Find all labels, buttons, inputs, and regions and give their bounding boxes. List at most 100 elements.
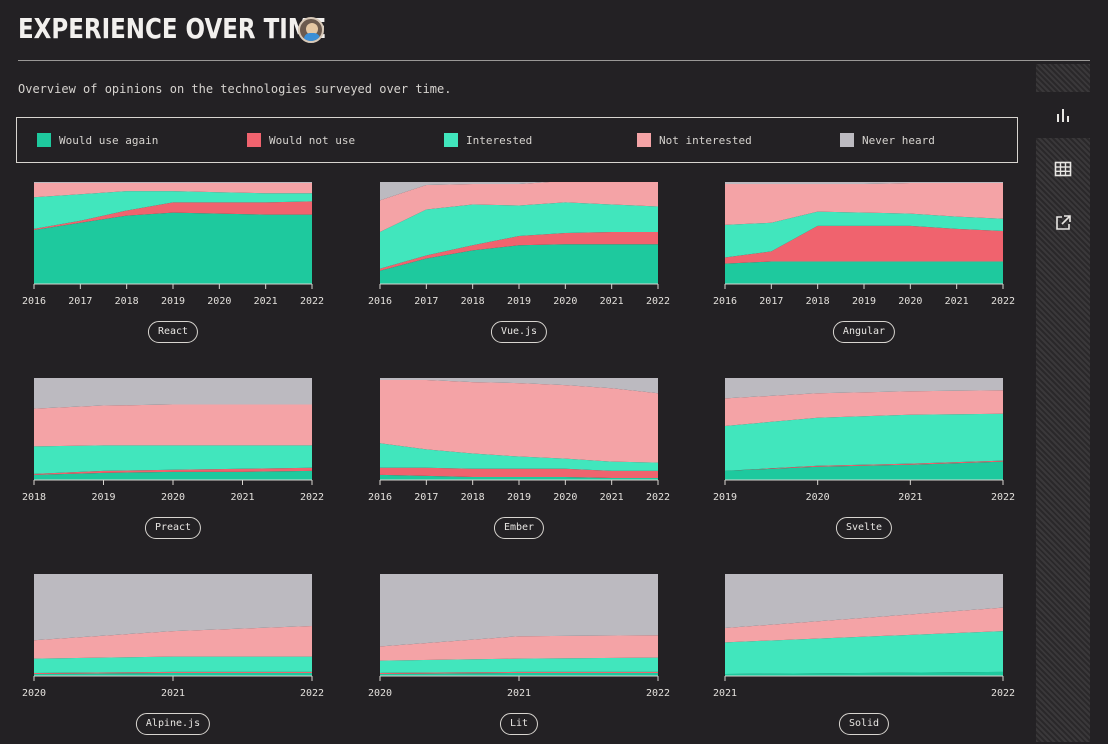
x-tick-label: 2020 (898, 296, 922, 307)
x-tick-label: 2018 (115, 296, 139, 307)
area-chart-vue-js[interactable]: 2016 2017 2018 2019 2020 2021 2022 (366, 182, 672, 318)
area-not-interested (34, 626, 312, 659)
chart-panel-ember: 2016 2017 2018 2019 2020 2021 2022 Ember (366, 378, 670, 548)
area-chart-ember[interactable]: 2016 2017 2018 2019 2020 2021 2022 (366, 378, 672, 514)
area-never-heard (380, 378, 658, 394)
area-would-use-again (725, 671, 1003, 676)
tool-label-vue-js[interactable]: Vue.js (490, 321, 548, 343)
legend-label: Interested (466, 133, 533, 147)
area-would-use-again (34, 212, 312, 284)
area-chart-lit[interactable]: 2020 2021 2022 (366, 574, 672, 710)
legend-swatch (840, 133, 854, 147)
legend-label: Not interested (659, 133, 752, 147)
bar-chart-icon (1057, 109, 1069, 122)
x-tick-label: 2016 (22, 296, 46, 307)
tool-label-svelte[interactable]: Svelte (835, 517, 893, 539)
x-tick-label: 2016 (368, 296, 392, 307)
area-never-heard (380, 182, 658, 201)
area-would-not-use (34, 201, 312, 230)
legend-item-would-use-again[interactable]: Would use again (37, 133, 158, 147)
legend-label: Would use again (59, 133, 159, 147)
legend-item-would-not-use[interactable]: Would not use (247, 133, 355, 147)
area-not-interested (380, 635, 658, 661)
tool-label-solid[interactable]: Solid (838, 713, 890, 735)
x-tick-label: 2018 (461, 492, 485, 503)
area-never-heard (725, 182, 1003, 185)
share-tab[interactable] (1036, 200, 1090, 246)
area-chart-react[interactable]: 2016 2017 2018 2019 2020 2021 2022 (20, 182, 326, 318)
area-interested (34, 445, 312, 474)
area-would-not-use (725, 225, 1003, 264)
tool-label-ember[interactable]: Ember (493, 517, 545, 539)
tool-label-alpine-js[interactable]: Alpine.js (135, 713, 211, 735)
x-tick-label: 2021 (254, 296, 278, 307)
legend-label: Would not use (269, 133, 356, 147)
legend-swatch (637, 133, 651, 147)
area-never-heard (380, 574, 658, 647)
tool-label-react[interactable]: React (147, 321, 199, 343)
x-tick-label: 2021 (713, 688, 737, 699)
area-would-not-use (380, 671, 658, 674)
area-never-heard (34, 378, 312, 409)
x-tick-label: 2018 (806, 296, 830, 307)
area-would-not-use (380, 231, 658, 271)
area-would-use-again (34, 672, 312, 676)
x-tick-label: 2022 (991, 492, 1015, 503)
table-view-tab[interactable] (1036, 146, 1090, 192)
chart-panel-alpine-js: 2020 2021 2022 Alpine.js (20, 574, 324, 744)
area-chart-svelte[interactable]: 2019 2020 2021 2022 (711, 378, 1017, 514)
chart-panel-react: 2016 2017 2018 2019 2020 2021 2022 React (20, 182, 324, 352)
area-chart-solid[interactable]: 2021 2022 (711, 574, 1017, 710)
x-tick-label: 2016 (368, 492, 392, 503)
legend-item-interested[interactable]: Interested (444, 133, 532, 147)
legend-swatch (247, 133, 261, 147)
x-tick-label: 2019 (852, 296, 876, 307)
x-tick-label: 2019 (507, 296, 531, 307)
area-would-use-again (34, 470, 312, 480)
x-tick-label: 2020 (368, 688, 392, 699)
x-tick-label: 2019 (91, 492, 115, 503)
x-tick-label: 2021 (600, 492, 624, 503)
area-interested (725, 631, 1003, 674)
area-interested (380, 443, 658, 471)
area-not-interested (725, 390, 1003, 426)
area-never-heard (725, 574, 1003, 629)
x-tick-label: 2020 (553, 492, 577, 503)
area-not-interested (380, 380, 658, 463)
x-tick-label: 2022 (991, 296, 1015, 307)
x-tick-label: 2017 (759, 296, 783, 307)
x-tick-label: 2021 (230, 492, 254, 503)
tool-label-lit[interactable]: Lit (499, 713, 539, 735)
x-tick-label: 2020 (161, 492, 185, 503)
legend-item-not-interested[interactable]: Not interested (637, 133, 752, 147)
tool-label-preact[interactable]: Preact (144, 517, 202, 539)
area-chart-preact[interactable]: 2018 2019 2020 2021 2022 (20, 378, 326, 514)
chart-panel-lit: 2020 2021 2022 Lit (366, 574, 670, 744)
tool-label-angular[interactable]: Angular (832, 321, 896, 343)
x-tick-label: 2017 (68, 296, 92, 307)
area-not-interested (725, 607, 1003, 643)
chart-view-tab[interactable] (1036, 92, 1090, 138)
x-tick-label: 2018 (461, 296, 485, 307)
area-interested (34, 656, 312, 673)
legend-item-never-heard[interactable]: Never heard (840, 133, 935, 147)
area-chart-alpine-js[interactable]: 2020 2021 2022 (20, 574, 326, 710)
area-would-not-use (34, 467, 312, 475)
area-chart-angular[interactable]: 2016 2017 2018 2019 2020 2021 2022 (711, 182, 1017, 318)
x-tick-label: 2022 (646, 296, 670, 307)
x-tick-label: 2021 (945, 296, 969, 307)
area-not-interested (380, 182, 658, 232)
view-switcher (1036, 64, 1090, 742)
x-tick-label: 2019 (713, 492, 737, 503)
area-interested (725, 413, 1003, 471)
area-interested (380, 202, 658, 269)
area-would-use-again (380, 474, 658, 480)
chart-panel-preact: 2018 2019 2020 2021 2022 Preact (20, 378, 324, 548)
x-tick-label: 2019 (161, 296, 185, 307)
legend: Would use again Would not use Interested… (16, 117, 1018, 163)
x-tick-label: 2021 (898, 492, 922, 503)
x-tick-label: 2018 (22, 492, 46, 503)
area-would-use-again (380, 244, 658, 284)
x-tick-label: 2021 (600, 296, 624, 307)
x-tick-label: 2021 (507, 688, 531, 699)
